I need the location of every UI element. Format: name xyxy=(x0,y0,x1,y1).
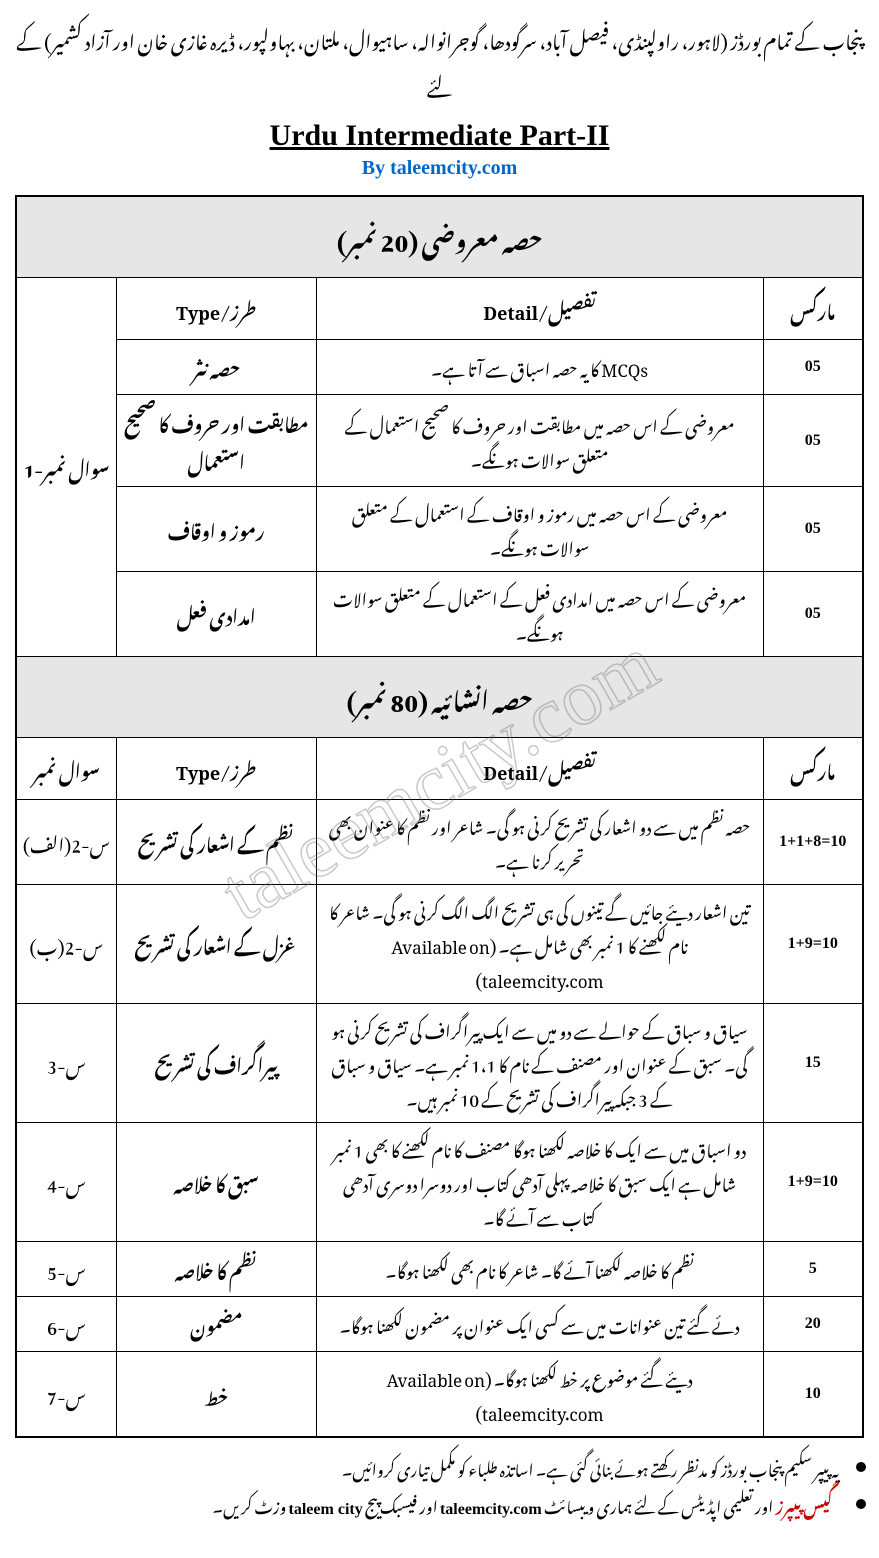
qno-cell: س-3 xyxy=(16,1004,116,1123)
detail-cell: معروضی کے اس حصہ میں امدادی فعل کے استعم… xyxy=(316,572,763,657)
table-row: س-4 سبق کا خلاصہ دو اسباق میں سے ایک کا … xyxy=(16,1123,863,1242)
note2-mid: اور فیسبک پیج xyxy=(363,1484,440,1524)
marks-cell: 05 xyxy=(763,340,863,395)
type-cell: خط xyxy=(116,1351,316,1437)
boards-list: پنجاب کے تمام بورڈز (لاہور، راولپنڈی، فی… xyxy=(15,15,864,109)
marks-cell: 10 xyxy=(763,1351,863,1437)
col-marks-1: مارکس xyxy=(763,278,863,340)
type-cell: سبق کا خلاصہ xyxy=(116,1123,316,1242)
table-row: رموز و اوقاف معروضی کے اس حصہ میں رموز و… xyxy=(16,487,863,572)
section2-header: حصہ انشائیہ (80 نمبر) xyxy=(16,657,863,738)
type-cell: مطابقت اور حروف کا صحیح استعمال xyxy=(116,394,316,487)
type-cell: رموز و اوقاف xyxy=(116,487,316,572)
type-cell: حصہ نثر xyxy=(116,340,316,395)
main-title: Urdu Intermediate Part-II xyxy=(15,119,864,153)
table-row: س-6 مضمون دئے گئے تین عنوانات میں سے کسی… xyxy=(16,1297,863,1352)
detail-cell: نظم کا خلاصہ لکھنا آئے گا۔ شاعر کا نام ب… xyxy=(316,1242,763,1297)
detail-cell: تین اشعار دیئے جائیں گے تینوں کی ہی تشری… xyxy=(316,885,763,1004)
marks-cell: 05 xyxy=(763,572,863,657)
table-row: س-2(الف) نظم کے اشعار کی تشریح حصہ نظم م… xyxy=(16,800,863,885)
table-row: حصہ نثر MCQs کا یہ حصہ اسباق سے آتا ہے۔ … xyxy=(16,340,863,395)
type-cell: امدادی فعل xyxy=(116,572,316,657)
type-cell: غزل کے اشعار کی تشریح xyxy=(116,885,316,1004)
table-row: س-7 خط دیئے گئے موضوع پر خط لکھنا ہوگا۔ … xyxy=(16,1351,863,1437)
col-marks-2: مارکس xyxy=(763,738,863,800)
qno-cell: س-6 xyxy=(16,1297,116,1352)
marks-cell: 1+9=10 xyxy=(763,1123,863,1242)
footer-note-2: گیس پیپرز اور تعلیمی اپڈیٹس کے لئے ہماری… xyxy=(15,1487,839,1527)
site1: taleemcity.com xyxy=(440,1501,542,1518)
marks-cell: 5 xyxy=(763,1242,863,1297)
qno-cell: س-5 xyxy=(16,1242,116,1297)
detail-cell: معروضی کے اس حصہ میں رموز و اوقاف کے است… xyxy=(316,487,763,572)
detail-cell: دئے گئے تین عنوانات میں سے کسی ایک عنوان… xyxy=(316,1297,763,1352)
footer-notes: یہ پیپر سکیم پنجاب بورڈز کو مدنظر رکھتے … xyxy=(15,1450,864,1527)
detail-cell: دیئے گئے موضوع پر خط لکھنا ہوگا۔ (Availa… xyxy=(316,1351,763,1437)
table-row: امدادی فعل معروضی کے اس حصہ میں امدادی ف… xyxy=(16,572,863,657)
detail-cell: حصہ نظم میں سے دو اشعار کی تشریح کرنی ہو… xyxy=(316,800,763,885)
col-type-2: طرز/Type xyxy=(116,738,316,800)
col-detail-1: تفصیل/Detail xyxy=(316,278,763,340)
footer-note-1: یہ پیپر سکیم پنجاب بورڈز کو مدنظر رکھتے … xyxy=(15,1450,839,1485)
marks-cell: 1+9=10 xyxy=(763,885,863,1004)
table-row: س-5 نظم کا خلاصہ نظم کا خلاصہ لکھنا آئے … xyxy=(16,1242,863,1297)
table-row: مطابقت اور حروف کا صحیح استعمال معروضی ک… xyxy=(16,394,863,487)
scheme-table: حصہ معروضی (20 نمبر) سوال نمبر-1 طرز/Typ… xyxy=(15,195,864,1438)
section1-header: حصہ معروضی (20 نمبر) xyxy=(16,196,863,278)
detail-cell: MCQs کا یہ حصہ اسباق سے آتا ہے۔ xyxy=(316,340,763,395)
table-row: س-3 پیراگراف کی تشریح سیاق و سباق کے حوا… xyxy=(16,1004,863,1123)
type-cell: پیراگراف کی تشریح xyxy=(116,1004,316,1123)
table-row: س-2(ب) غزل کے اشعار کی تشریح تین اشعار د… xyxy=(16,885,863,1004)
col-detail-2: تفصیل/Detail xyxy=(316,738,763,800)
marks-cell: 15 xyxy=(763,1004,863,1123)
qno-cell: س-7 xyxy=(16,1351,116,1437)
marks-cell: 05 xyxy=(763,394,863,487)
col-qno-2: سوال نمبر xyxy=(16,738,116,800)
detail-cell: سیاق و سباق کے حوالے سے دو میں سے ایک پی… xyxy=(316,1004,763,1123)
qno-cell: س-2(ب) xyxy=(16,885,116,1004)
site2: taleem city xyxy=(289,1501,363,1518)
col-type-1: طرز/Type xyxy=(116,278,316,340)
byline: By taleemcity.com xyxy=(15,157,864,180)
type-cell: نظم کے اشعار کی تشریح xyxy=(116,800,316,885)
type-cell: نظم کا خلاصہ xyxy=(116,1242,316,1297)
detail-cell: دو اسباق میں سے ایک کا خلاصہ لکھنا ہوگا … xyxy=(316,1123,763,1242)
detail-cell: معروضی کے اس حصہ میں مطابقت اور حروف کا … xyxy=(316,394,763,487)
marks-cell: 1+1+8=10 xyxy=(763,800,863,885)
qno-cell: س-4 xyxy=(16,1123,116,1242)
type-cell: مضمون xyxy=(116,1297,316,1352)
q1-number: سوال نمبر-1 xyxy=(16,278,116,657)
qno-cell: س-2(الف) xyxy=(16,800,116,885)
marks-cell: 05 xyxy=(763,487,863,572)
guess-papers-label: گیس پیپرز xyxy=(776,1484,839,1524)
note2-end: وزٹ کریں۔ xyxy=(213,1484,289,1524)
marks-cell: 20 xyxy=(763,1297,863,1352)
note2-text: اور تعلیمی اپڈیٹس کے لئے ہماری ویبسائٹ xyxy=(542,1484,776,1524)
